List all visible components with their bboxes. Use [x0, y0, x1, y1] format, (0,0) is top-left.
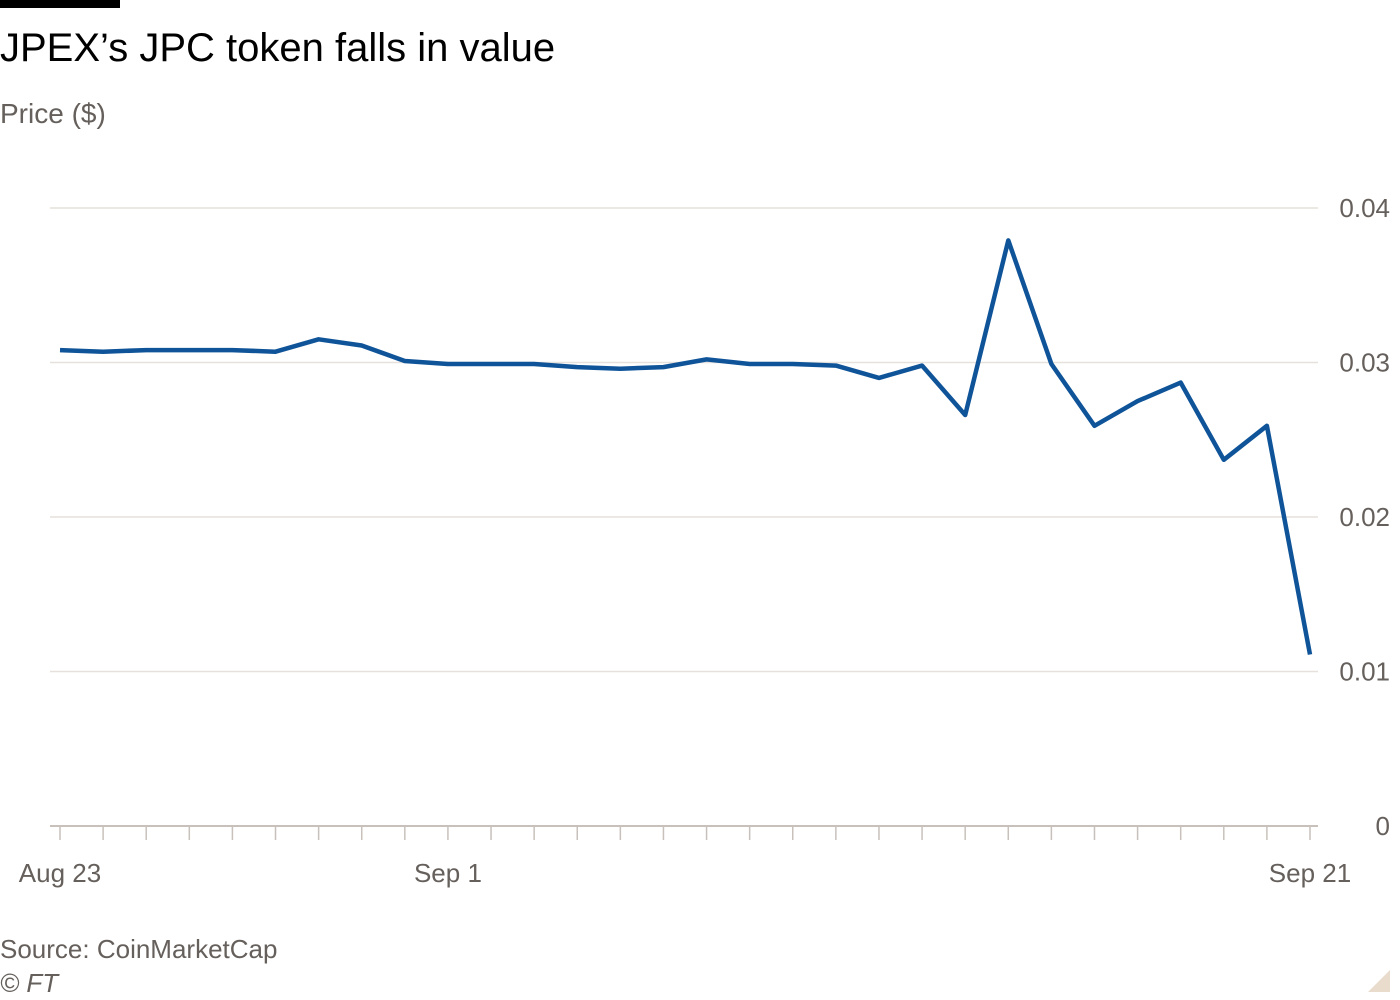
y-tick-label: 0.02 — [1339, 502, 1390, 532]
x-axis — [50, 825, 1318, 840]
y-tick-label: 0.04 — [1339, 193, 1390, 223]
x-tick-label: Sep 1 — [414, 858, 482, 888]
chart-subtitle: Price ($) — [0, 98, 106, 129]
x-tick-label: Aug 23 — [19, 858, 101, 888]
source-note: Source: CoinMarketCap — [0, 934, 278, 964]
brand-bar — [0, 0, 120, 8]
series — [59, 238, 1313, 655]
copyright-note: © FT — [0, 968, 59, 998]
gridlines — [50, 207, 1318, 673]
corner-marker — [1368, 970, 1390, 992]
x-tick-label: Sep 21 — [1269, 858, 1351, 888]
y-tick-label: 0.03 — [1339, 348, 1390, 378]
y-axis-tick-labels: 0 0.01 0.02 0.03 0.04 — [1339, 193, 1390, 841]
y-tick-label: 0 — [1376, 811, 1390, 841]
x-axis-tick-labels: Aug 23 Sep 1 Sep 21 — [19, 858, 1351, 888]
y-tick-label: 0.01 — [1339, 657, 1390, 687]
chart-title: JPEX’s JPC token falls in value — [0, 26, 556, 70]
price-line — [59, 238, 1313, 655]
